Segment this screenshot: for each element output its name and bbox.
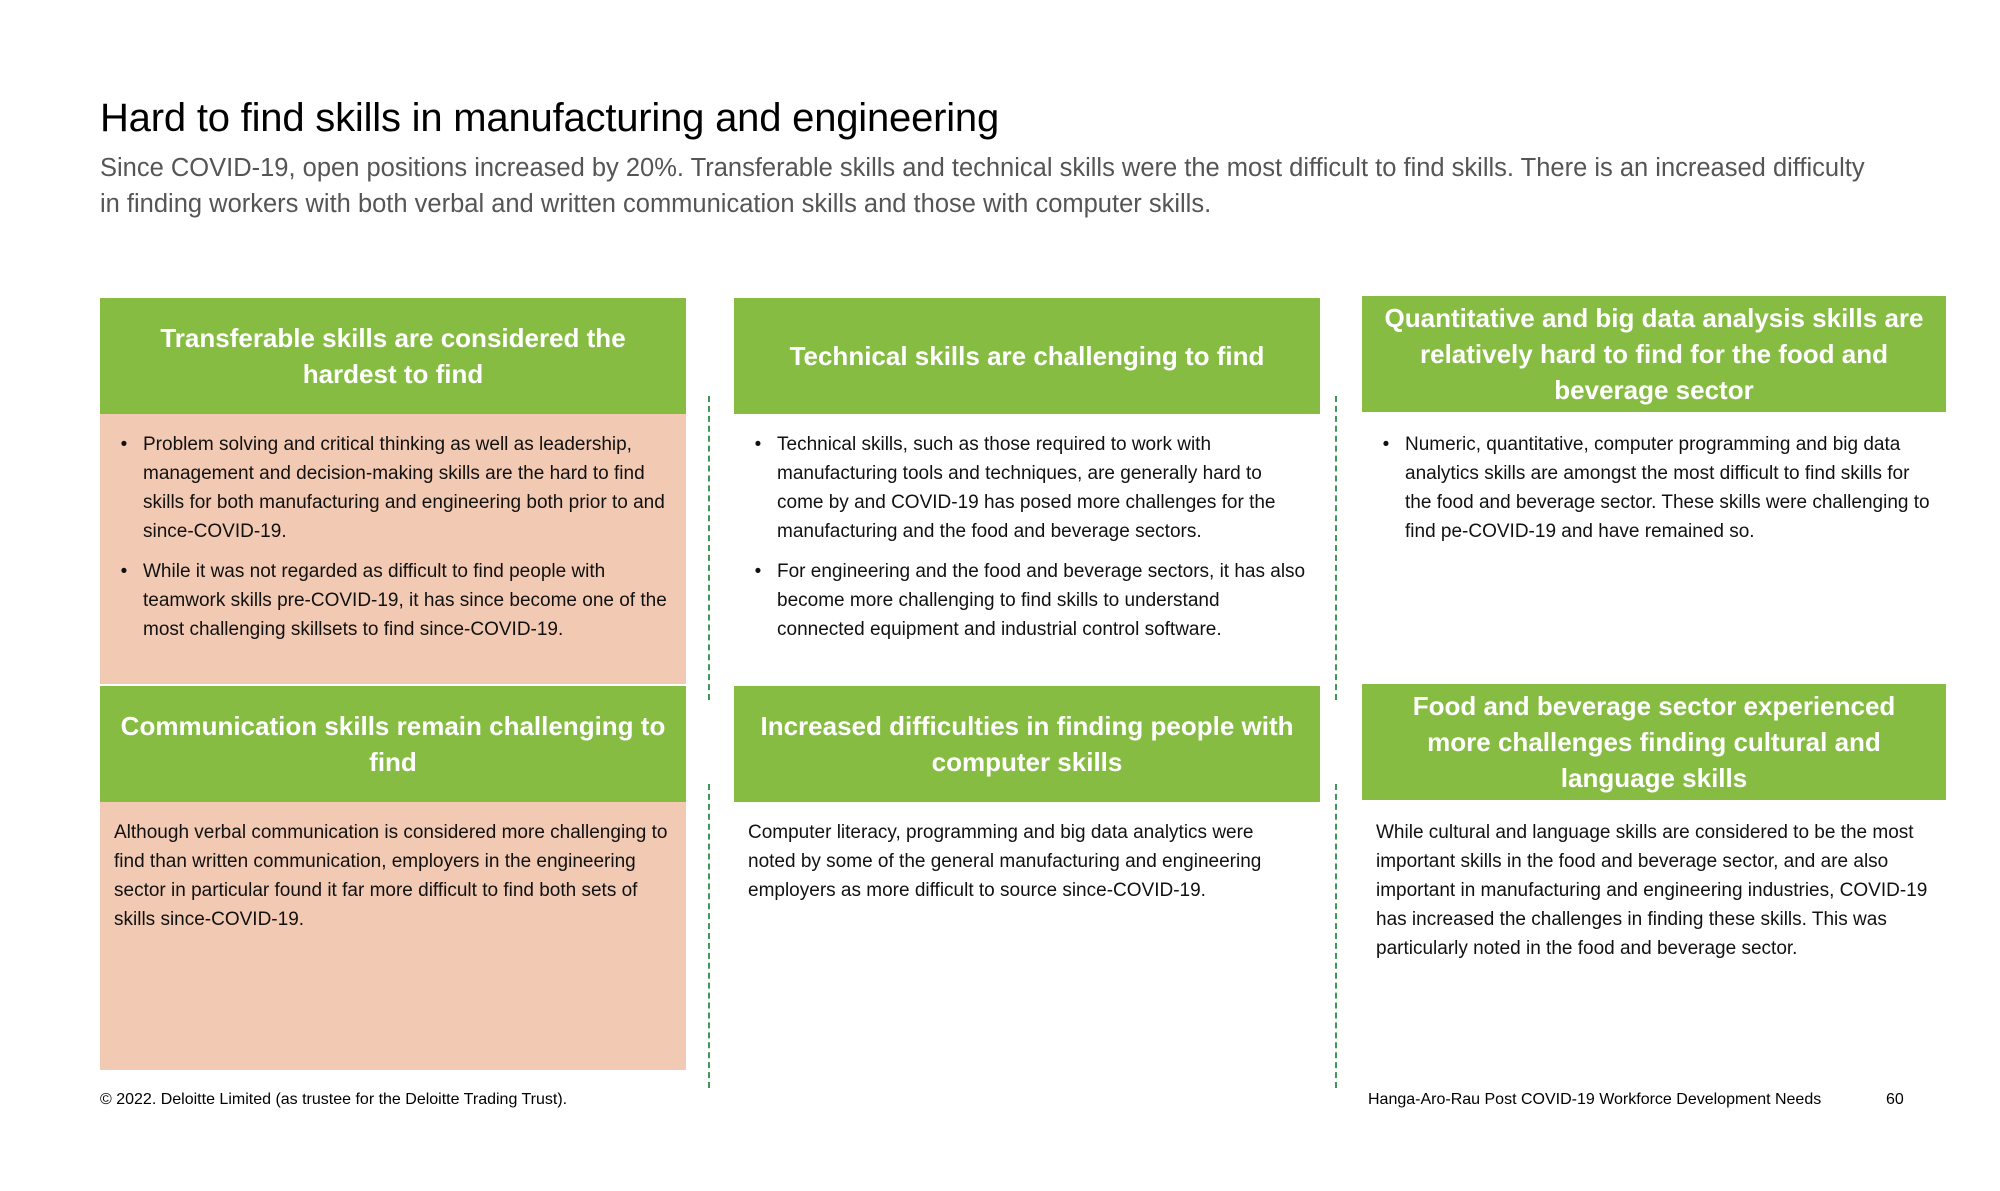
- bullet-text: Technical skills, such as those required…: [777, 434, 1276, 542]
- column-divider: [1335, 396, 1337, 700]
- footer-copyright: © 2022. Deloitte Limited (as trustee for…: [100, 1091, 568, 1108]
- list-item: • While it was not regarded as difficult…: [114, 557, 672, 644]
- page-number: 60: [1886, 1091, 1904, 1108]
- bullet-text: Numeric, quantitative, computer programm…: [1405, 434, 1930, 542]
- panel-cultural-language-skills-heading: Food and beverage sector experienced mor…: [1362, 684, 1946, 800]
- panel-cultural-language-skills-body: While cultural and language skills are c…: [1362, 802, 1946, 1070]
- list-item: • Problem solving and critical thinking …: [114, 430, 672, 546]
- bullet-icon: •: [754, 561, 762, 582]
- panel-text: Although verbal communication is conside…: [114, 822, 668, 930]
- panel-transferable-skills-heading: Transferable skills are considered the h…: [100, 298, 686, 414]
- panel-transferable-skills-body: • Problem solving and critical thinking …: [100, 414, 686, 684]
- column-divider: [708, 396, 710, 700]
- panel-communication-skills-body: Although verbal communication is conside…: [100, 802, 686, 1070]
- bullet-icon: •: [1382, 434, 1390, 455]
- page-title: Hard to find skills in manufacturing and…: [100, 96, 1000, 140]
- panel-computer-skills-heading: Increased difficulties in finding people…: [734, 686, 1320, 802]
- bullet-icon: •: [120, 561, 128, 582]
- footer-report-title: Hanga-Aro-Rau Post COVID-19 Workforce De…: [1368, 1091, 1822, 1108]
- panel-quantitative-skills-body: • Numeric, quantitative, computer progra…: [1362, 414, 1946, 684]
- panel-communication-skills-heading: Communication skills remain challenging …: [100, 686, 686, 802]
- column-divider: [1335, 784, 1337, 1088]
- panel-computer-skills-body: Computer literacy, programming and big d…: [734, 802, 1320, 1070]
- panel-text: Computer literacy, programming and big d…: [748, 822, 1262, 901]
- panel-text: While cultural and language skills are c…: [1376, 822, 1928, 959]
- list-item: • For engineering and the food and bever…: [748, 557, 1306, 644]
- bullet-icon: •: [754, 434, 762, 455]
- bullet-icon: •: [120, 434, 128, 455]
- page-subtitle: Since COVID-19, open positions increased…: [100, 154, 1865, 218]
- panel-quantitative-skills-heading: Quantitative and big data analysis skill…: [1362, 296, 1946, 412]
- list-item: • Technical skills, such as those requir…: [748, 430, 1306, 546]
- column-divider: [708, 784, 710, 1088]
- bullet-text: While it was not regarded as difficult t…: [143, 561, 667, 640]
- panel-technical-skills-body: • Technical skills, such as those requir…: [734, 414, 1320, 684]
- list-item: • Numeric, quantitative, computer progra…: [1376, 430, 1932, 546]
- bullet-text: Problem solving and critical thinking as…: [143, 434, 665, 542]
- panel-technical-skills-heading: Technical skills are challenging to find: [734, 298, 1320, 414]
- bullet-text: For engineering and the food and beverag…: [777, 561, 1306, 640]
